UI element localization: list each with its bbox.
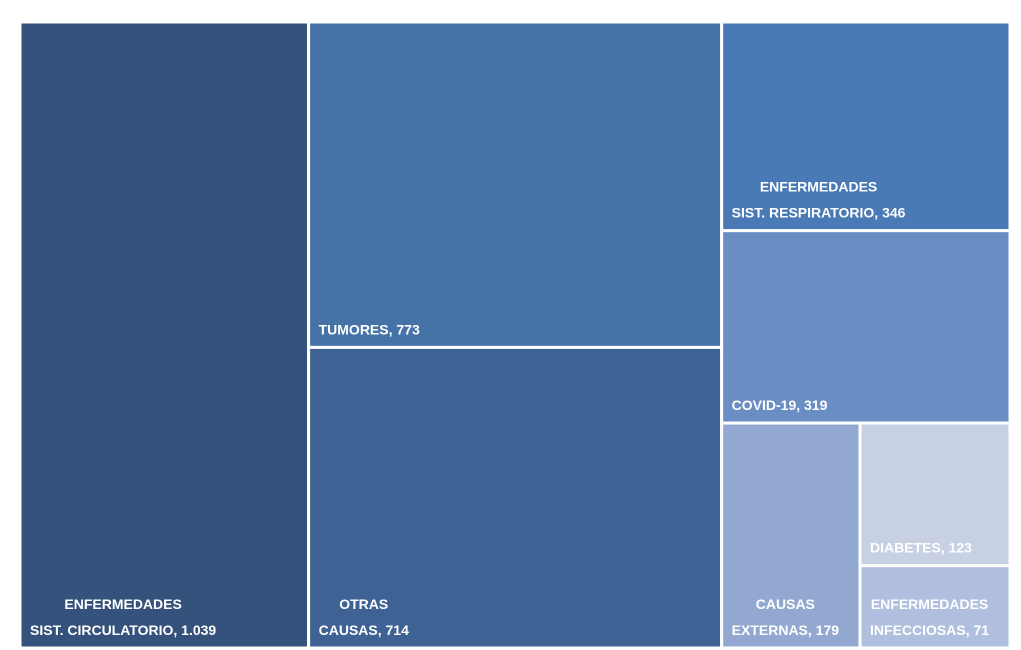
cell-label-line: INFECCIOSAS, 71	[870, 622, 989, 638]
category-label: TUMORES	[319, 321, 389, 337]
category-label: ENFERMEDADES	[760, 179, 877, 195]
value-label: 773	[396, 321, 420, 337]
treemap-cell	[858, 421, 1012, 568]
label-separator: ,	[966, 622, 974, 638]
cell-label: SIST. RESPIRATORIO, 346 ENFERMEDADES	[732, 179, 906, 221]
value-label: 714	[386, 622, 410, 638]
cell-label-line: SIST. CIRCULATORIO, 1.039	[30, 622, 216, 638]
value-label: 319	[804, 397, 828, 413]
value-label: 1.039	[181, 622, 216, 638]
treemap-cell	[720, 229, 1012, 425]
category-label: ENFERMEDADES	[64, 596, 181, 612]
label-separator: ,	[941, 540, 949, 556]
cell-label: TUMORES, 773	[319, 321, 420, 337]
treemap-cell	[307, 345, 724, 650]
label-separator: ,	[796, 397, 804, 413]
cell-label: COVID-19, 319	[732, 397, 828, 413]
value-label: 346	[882, 205, 906, 221]
category-label: DIABETES	[870, 540, 941, 556]
cell-label: CAUSAS, 714 OTRAS	[319, 596, 409, 638]
cell-label-line: DIABETES, 123	[870, 540, 972, 556]
category-label: SIST. RESPIRATORIO	[732, 205, 875, 221]
cell-label-line: SIST. RESPIRATORIO, 346	[732, 205, 906, 221]
treemap-cell	[720, 20, 1012, 233]
category-label: OTRAS	[339, 596, 388, 612]
category-label: CAUSAS	[319, 622, 378, 638]
value-label: 71	[974, 622, 990, 638]
label-separator: ,	[389, 321, 397, 337]
label-separator: ,	[378, 622, 386, 638]
value-label: 123	[949, 540, 973, 556]
cell-label-line: TUMORES, 773	[319, 321, 420, 337]
treemap-cell	[858, 564, 1012, 650]
cell-label: INFECCIOSAS, 71 ENFERMEDADES	[870, 596, 989, 638]
value-label: 179	[816, 622, 840, 638]
category-label: ENFERMEDADES	[871, 596, 988, 612]
category-label: COVID-19	[732, 397, 797, 413]
cell-label-line: COVID-19, 319	[732, 397, 828, 413]
label-separator: ,	[808, 622, 816, 638]
treemap-cell	[307, 20, 724, 349]
label-separator: ,	[173, 622, 181, 638]
cell-label-line: CAUSAS, 714	[319, 622, 409, 638]
category-label: EXTERNAS	[732, 622, 808, 638]
treemap-cell	[720, 421, 862, 650]
cell-label: DIABETES, 123	[870, 540, 972, 556]
label-separator: ,	[874, 205, 882, 221]
category-label: INFECCIOSAS	[870, 622, 966, 638]
category-label: CAUSAS	[756, 596, 815, 612]
cell-label-line: EXTERNAS, 179	[732, 622, 840, 638]
treemap-cell	[18, 20, 311, 650]
category-label: SIST. CIRCULATORIO	[30, 622, 173, 638]
